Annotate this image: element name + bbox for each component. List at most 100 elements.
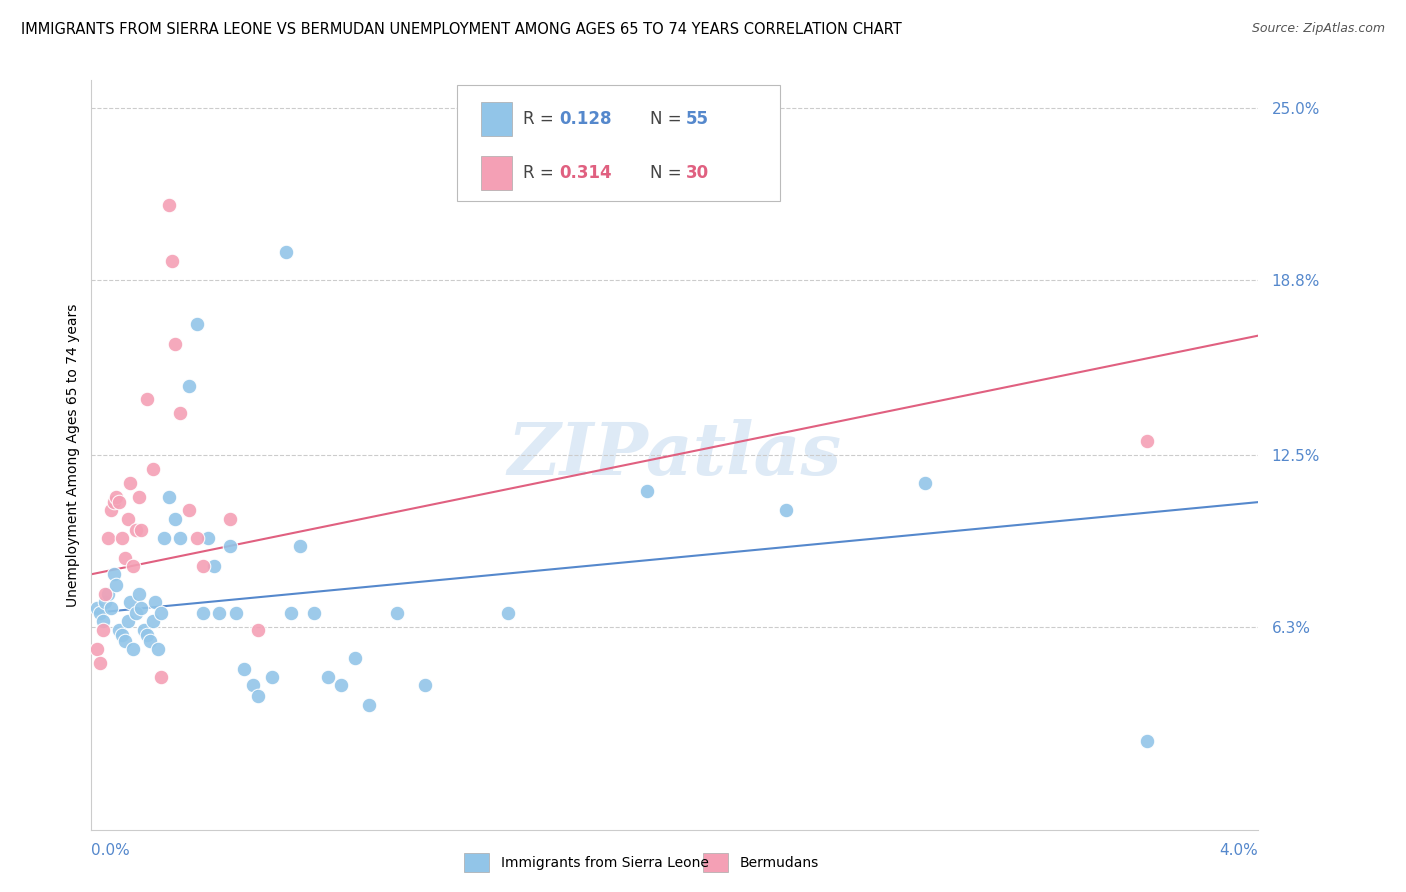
- Point: [97, 587, 120, 601]
- Point: [120, 595, 142, 609]
- Point: [143, 595, 166, 609]
- Point: [117, 512, 139, 526]
- Point: [177, 378, 200, 392]
- Point: [100, 503, 122, 517]
- Point: [330, 678, 353, 692]
- Text: 4.0%: 4.0%: [1219, 843, 1258, 858]
- Point: [1136, 434, 1159, 448]
- Point: [141, 615, 163, 629]
- Point: [105, 490, 128, 504]
- Point: [316, 670, 339, 684]
- Point: [89, 606, 111, 620]
- Point: [160, 253, 183, 268]
- Text: IMMIGRANTS FROM SIERRA LEONE VS BERMUDAN UNEMPLOYMENT AMONG AGES 65 TO 74 YEARS : IMMIGRANTS FROM SIERRA LEONE VS BERMUDAN…: [21, 22, 901, 37]
- Text: R =: R =: [523, 111, 560, 128]
- Point: [191, 558, 214, 573]
- Point: [122, 558, 145, 573]
- Point: [91, 615, 114, 629]
- Point: [89, 656, 111, 670]
- Point: [94, 595, 117, 609]
- Point: [1136, 733, 1159, 747]
- Point: [108, 495, 131, 509]
- Point: [91, 623, 114, 637]
- Point: [242, 678, 264, 692]
- Point: [111, 628, 134, 642]
- Point: [413, 678, 436, 692]
- Point: [219, 512, 242, 526]
- Text: Immigrants from Sierra Leone: Immigrants from Sierra Leone: [501, 855, 709, 870]
- Point: [225, 606, 247, 620]
- Point: [149, 670, 172, 684]
- Text: 55: 55: [686, 111, 709, 128]
- Point: [103, 567, 125, 582]
- Point: [94, 587, 117, 601]
- Text: 30: 30: [686, 164, 709, 182]
- Point: [117, 615, 139, 629]
- Point: [186, 318, 208, 332]
- Point: [120, 475, 142, 490]
- Text: Source: ZipAtlas.com: Source: ZipAtlas.com: [1251, 22, 1385, 36]
- Point: [280, 606, 302, 620]
- Point: [108, 623, 131, 637]
- Point: [86, 642, 108, 657]
- Point: [636, 483, 658, 498]
- Point: [128, 587, 150, 601]
- Point: [233, 662, 256, 676]
- Point: [149, 606, 172, 620]
- Text: N =: N =: [650, 111, 686, 128]
- Point: [157, 490, 180, 504]
- Text: ZIPatlas: ZIPatlas: [508, 419, 842, 491]
- Point: [105, 578, 128, 592]
- Point: [103, 495, 125, 509]
- Point: [146, 642, 169, 657]
- Point: [152, 531, 174, 545]
- Point: [169, 406, 191, 420]
- Point: [114, 550, 136, 565]
- Point: [100, 600, 122, 615]
- Point: [128, 490, 150, 504]
- Point: [359, 698, 381, 712]
- Point: [86, 600, 108, 615]
- Point: [496, 606, 519, 620]
- Y-axis label: Unemployment Among Ages 65 to 74 years: Unemployment Among Ages 65 to 74 years: [66, 303, 80, 607]
- Point: [134, 623, 156, 637]
- Point: [775, 503, 797, 517]
- Point: [136, 628, 159, 642]
- Point: [163, 512, 186, 526]
- Point: [385, 606, 408, 620]
- Point: [208, 606, 231, 620]
- Text: 0.0%: 0.0%: [91, 843, 131, 858]
- Text: 0.314: 0.314: [560, 164, 612, 182]
- Point: [125, 523, 148, 537]
- Point: [122, 642, 145, 657]
- Point: [138, 633, 162, 648]
- Point: [169, 531, 191, 545]
- Point: [111, 531, 134, 545]
- Point: [274, 245, 297, 260]
- Point: [186, 531, 208, 545]
- Text: R =: R =: [523, 164, 560, 182]
- Point: [219, 540, 242, 554]
- Point: [197, 531, 219, 545]
- Point: [136, 392, 159, 407]
- Point: [131, 600, 153, 615]
- Point: [344, 650, 367, 665]
- Point: [141, 462, 163, 476]
- Point: [97, 531, 120, 545]
- Point: [191, 606, 214, 620]
- Point: [247, 690, 270, 704]
- Point: [260, 670, 283, 684]
- Point: [163, 337, 186, 351]
- Point: [247, 623, 270, 637]
- Point: [288, 540, 311, 554]
- Text: 0.128: 0.128: [560, 111, 612, 128]
- Point: [914, 475, 936, 490]
- Point: [202, 558, 225, 573]
- Point: [302, 606, 325, 620]
- Text: Bermudans: Bermudans: [740, 855, 818, 870]
- Point: [125, 606, 148, 620]
- Point: [177, 503, 200, 517]
- Text: N =: N =: [650, 164, 686, 182]
- Point: [157, 198, 180, 212]
- Point: [114, 633, 136, 648]
